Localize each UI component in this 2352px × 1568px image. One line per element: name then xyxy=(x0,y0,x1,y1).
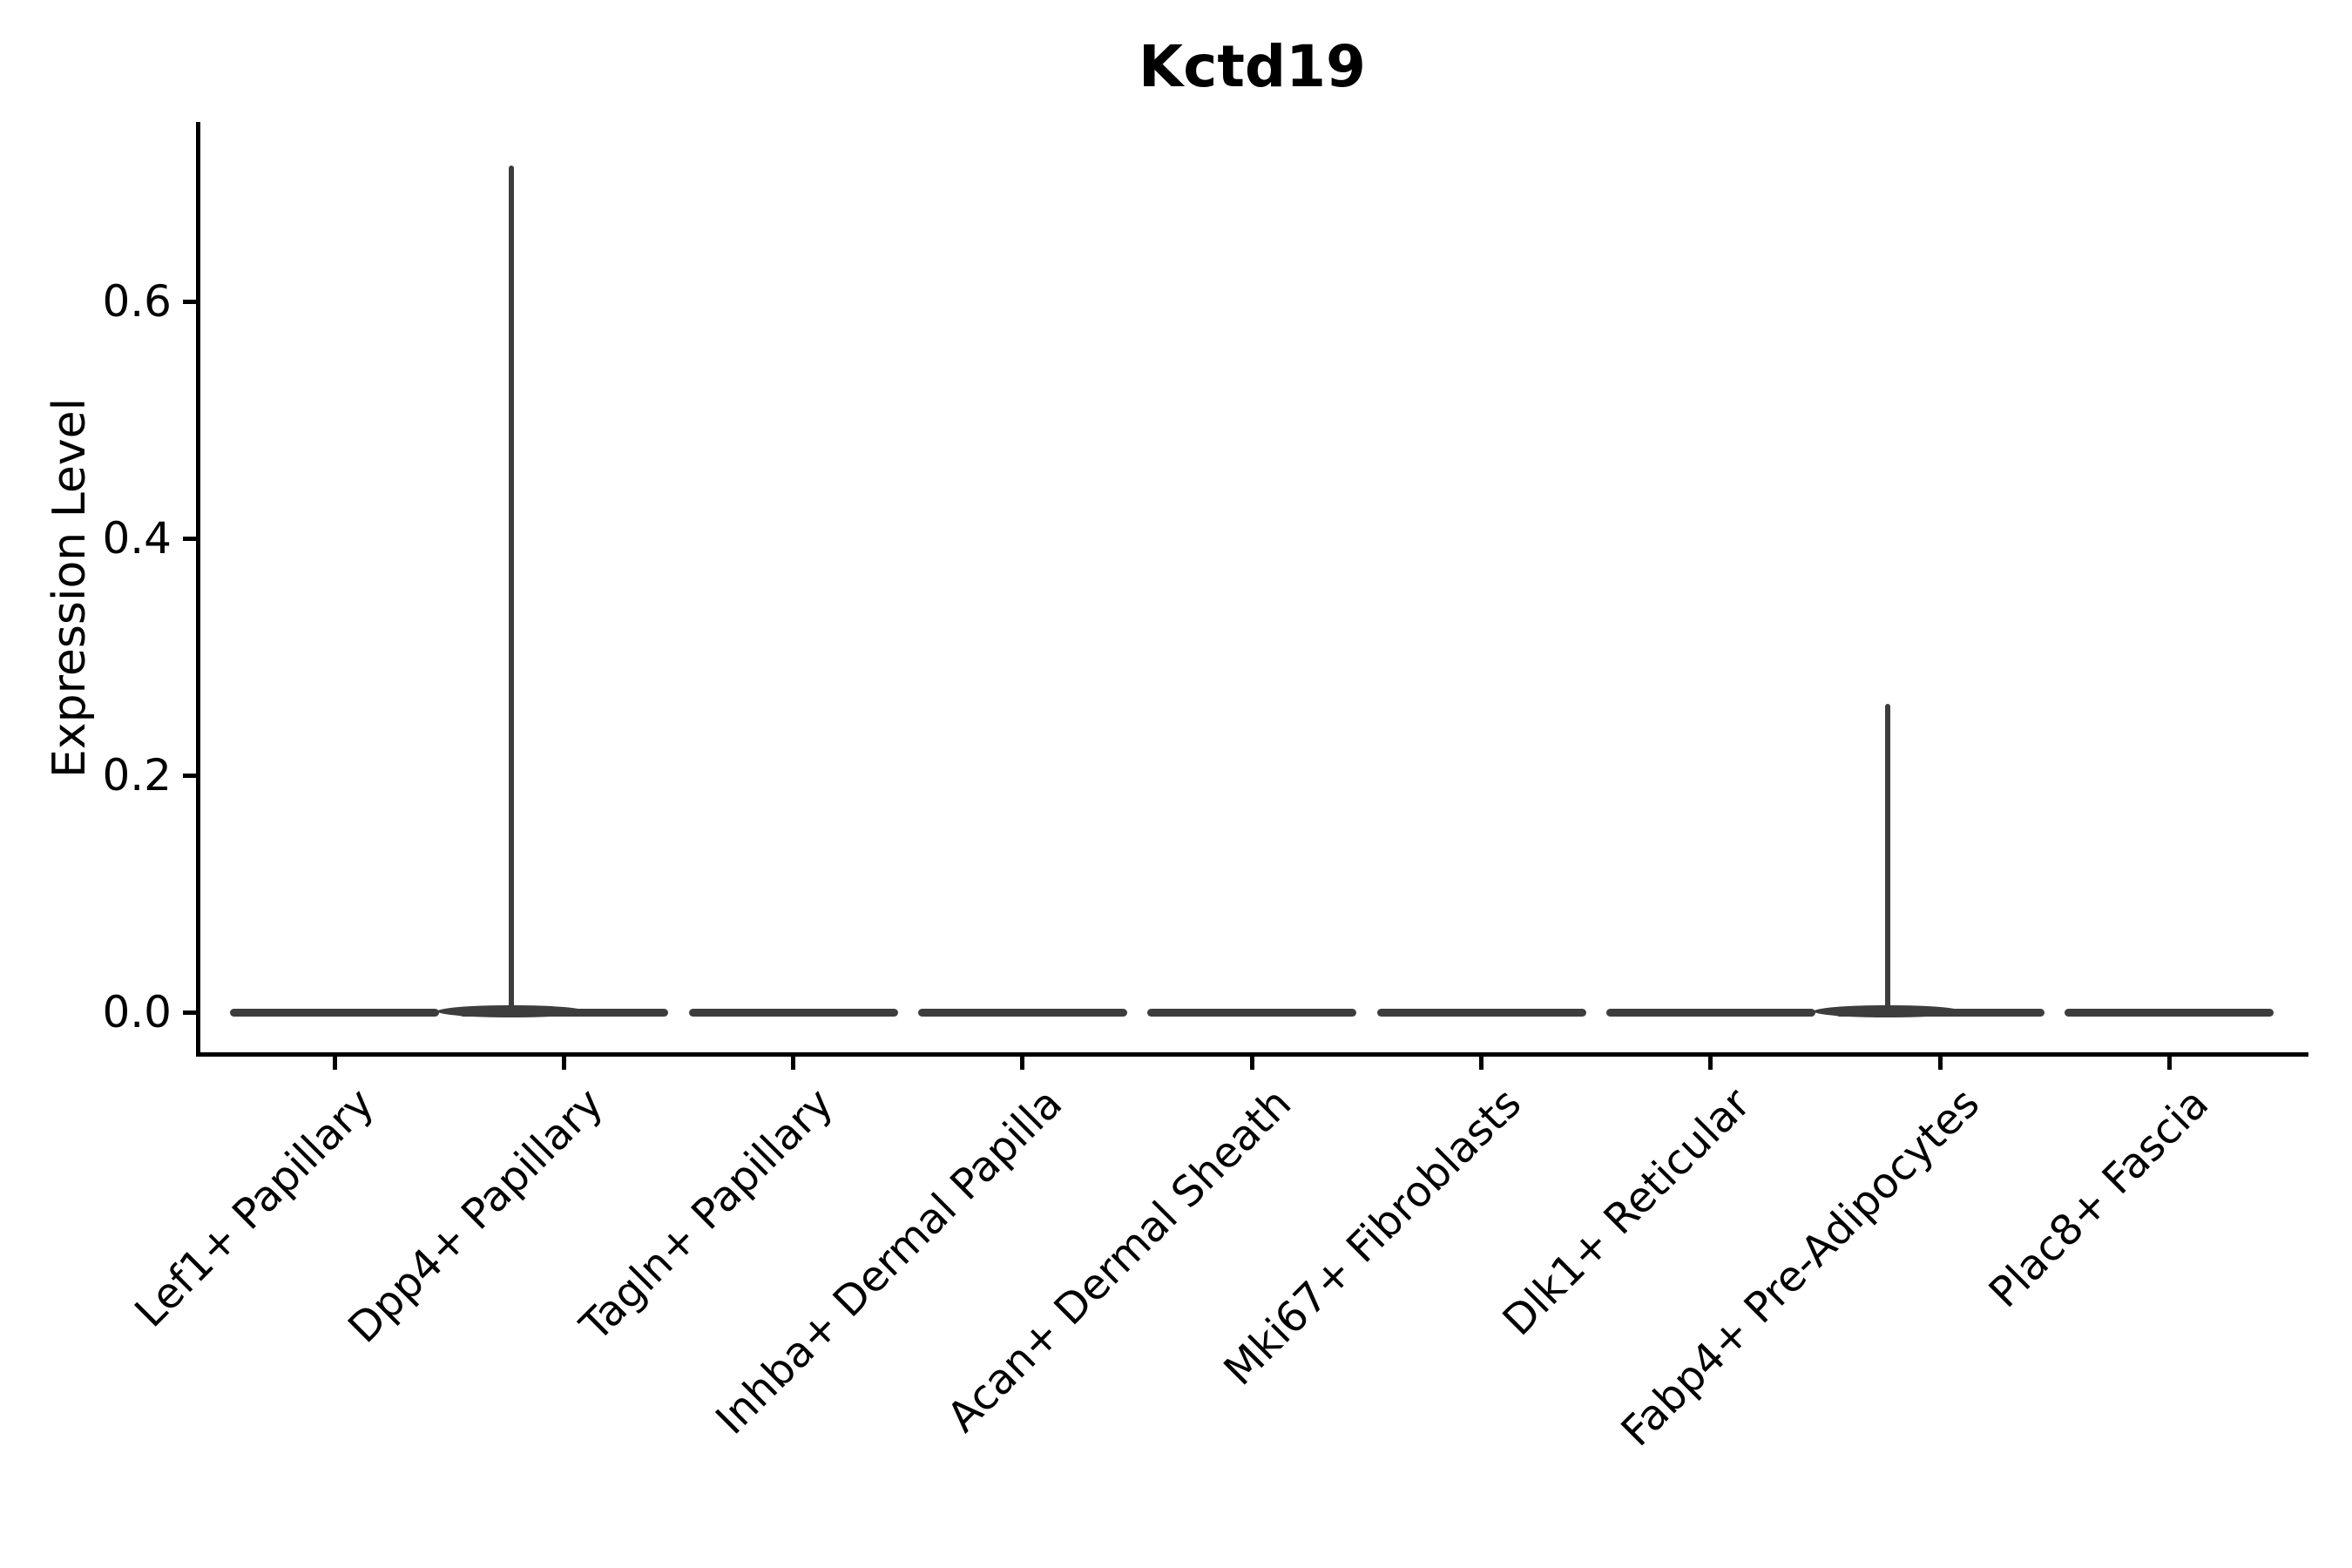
x-tick-mark xyxy=(332,1054,337,1070)
violin-body xyxy=(688,1008,898,1017)
y-tick-label: 0.4 xyxy=(102,513,172,564)
violin-spike xyxy=(508,165,514,1012)
y-tick-label: 0.0 xyxy=(102,987,172,1037)
x-tick-mark xyxy=(2166,1054,2172,1070)
violin-body xyxy=(1605,1008,1815,1017)
y-axis-spine xyxy=(196,122,200,1057)
x-tick-mark xyxy=(1937,1054,1943,1070)
violin-body xyxy=(1376,1008,1586,1017)
x-tick-label: Dpp4+ Papillary xyxy=(339,1078,613,1353)
y-axis-label: Expression Level xyxy=(44,397,96,779)
violin-body xyxy=(230,1008,439,1017)
y-tick-label: 0.2 xyxy=(102,750,172,801)
chart-title: Kctd19 xyxy=(1139,33,1366,100)
x-tick-label: Plac8+ Fascia xyxy=(1980,1078,2219,1318)
x-tick-mark xyxy=(1020,1054,1025,1070)
y-tick-mark xyxy=(183,1010,198,1015)
x-tick-mark xyxy=(1249,1054,1254,1070)
y-tick-mark xyxy=(183,299,198,304)
x-tick-mark xyxy=(1479,1054,1484,1070)
x-tick-label: Tagln+ Papillary xyxy=(571,1078,842,1351)
y-tick-mark xyxy=(183,773,198,778)
x-tick-mark xyxy=(1708,1054,1713,1070)
x-tick-mark xyxy=(561,1054,566,1070)
violin-body xyxy=(2065,1008,2274,1017)
y-tick-label: 0.6 xyxy=(102,276,172,327)
violin-body xyxy=(1147,1008,1357,1017)
x-tick-label: Lef1+ Papillary xyxy=(125,1078,384,1337)
y-tick-mark xyxy=(183,536,198,541)
x-tick-mark xyxy=(791,1054,796,1070)
violin-body xyxy=(917,1008,1127,1017)
x-tick-label: Dlk1+ Reticular xyxy=(1493,1078,1760,1346)
violin-spike xyxy=(1884,704,1890,1012)
